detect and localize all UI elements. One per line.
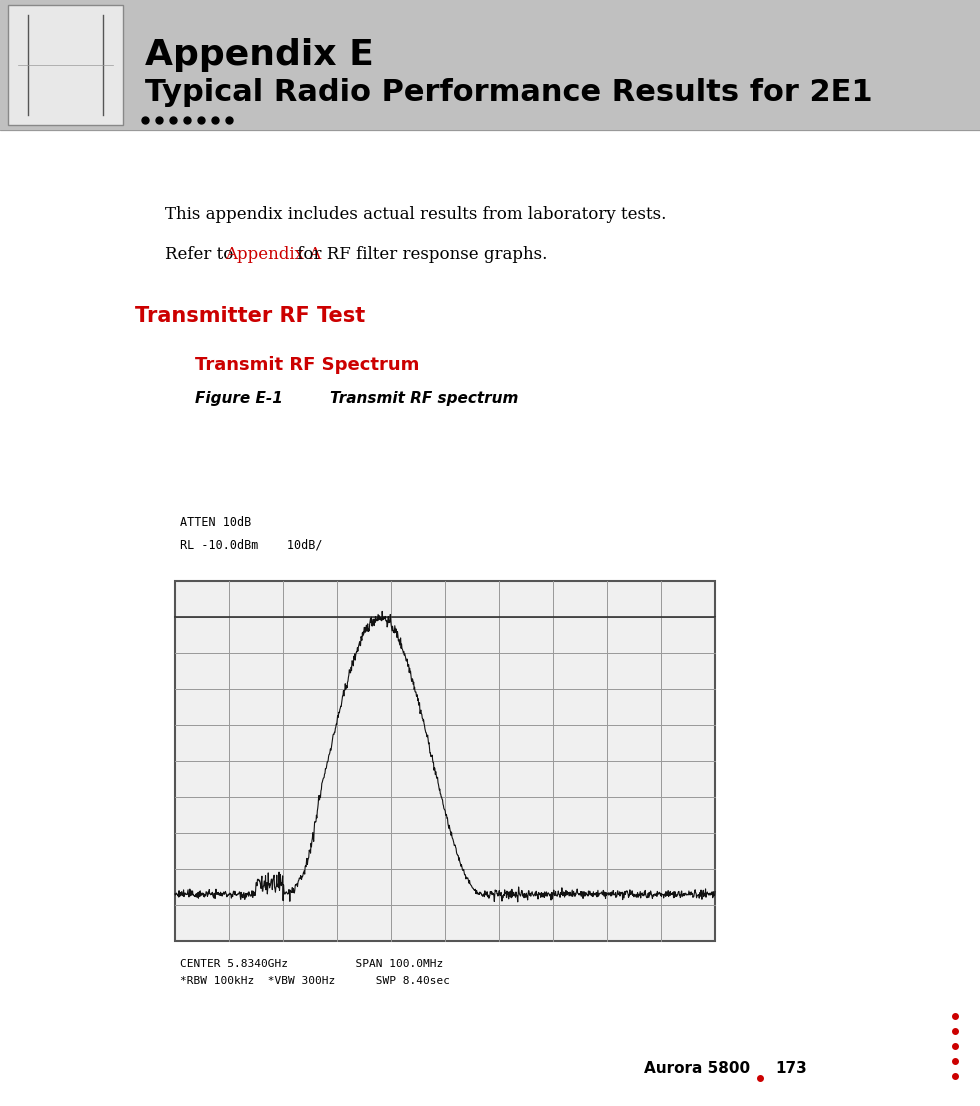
Text: Transmitter RF Test: Transmitter RF Test [135,306,366,326]
Text: for RF filter response graphs.: for RF filter response graphs. [292,246,548,263]
Text: Figure E-1: Figure E-1 [195,392,283,406]
Bar [0,0,980,131]
Text: RL -10.0dBm    10dB/: RL -10.0dBm 10dB/ [180,538,322,551]
Bar [8,6,123,125]
Text: *RBW 100kHz  *VBW 300Hz      SWP 8.40sec: *RBW 100kHz *VBW 300Hz SWP 8.40sec [180,975,450,987]
Text: 173: 173 [775,1061,807,1076]
Text: This appendix includes actual results from laboratory tests.: This appendix includes actual results fr… [165,206,666,223]
Text: Transmit RF Spectrum: Transmit RF Spectrum [195,356,419,374]
Text: Refer to: Refer to [165,246,238,263]
Text: ATTEN 10dB: ATTEN 10dB [180,517,251,529]
Text: Appendix E: Appendix E [145,38,374,72]
Text: Aurora 5800: Aurora 5800 [644,1061,750,1076]
Text: Typical Radio Performance Results for 2E1: Typical Radio Performance Results for 2E… [145,79,872,107]
Bar [175,581,715,941]
Text: Appendix A: Appendix A [225,246,321,263]
Text: Transmit RF spectrum: Transmit RF spectrum [330,392,518,406]
Text: CENTER 5.8340GHz          SPAN 100.0MHz: CENTER 5.8340GHz SPAN 100.0MHz [180,959,443,969]
